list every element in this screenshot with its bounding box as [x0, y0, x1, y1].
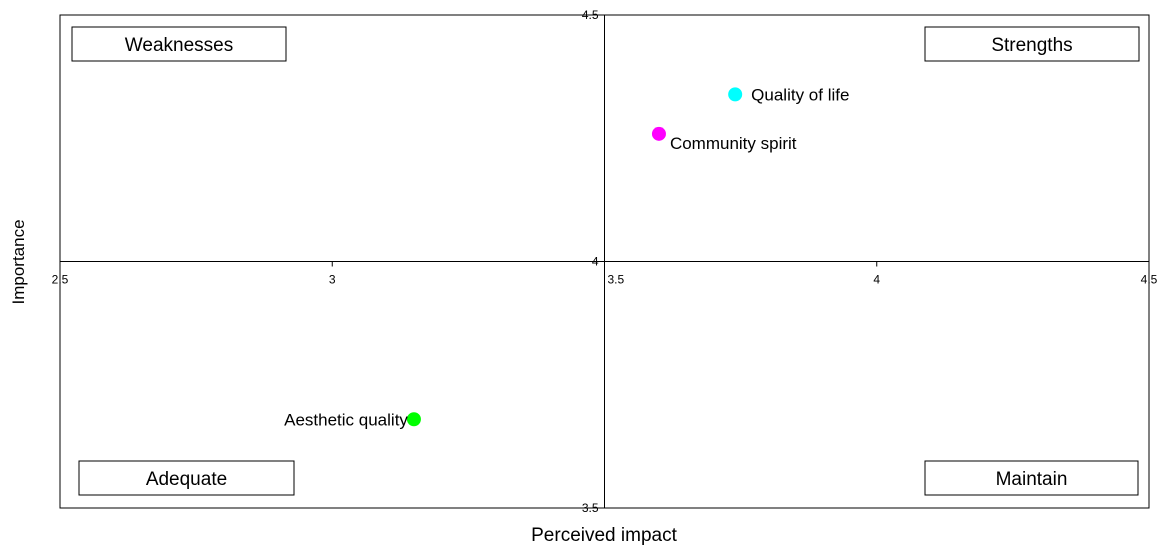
y-tick-label: 4.5 [582, 8, 599, 22]
quadrant-box-adequate [78, 460, 295, 496]
quadrant-label-weaknesses: Weaknesses [125, 35, 233, 56]
x-tick-label: 2.5 [52, 273, 69, 287]
x-tick-label: 3 [329, 273, 336, 287]
y-tick-label: 3.5 [582, 501, 599, 515]
quadrant-labels: Weaknesses Strengths Adequate Maintain [71, 26, 1140, 496]
y-tick-label: 4 [592, 255, 599, 269]
axes: 2.5 3 3.5 4 4.5 3.5 4 4.5 [52, 8, 1158, 515]
point-quality-of-life [728, 87, 743, 102]
point-label-quality-of-life: Quality of life [751, 85, 849, 104]
quadrant-label-adequate: Adequate [146, 469, 227, 490]
point-label-community-spirit: Community spirit [670, 134, 797, 153]
quadrant-box-weaknesses [71, 26, 287, 62]
x-tick-label: 4 [873, 273, 880, 287]
point-community-spirit [651, 126, 666, 141]
point-aesthetic-quality [406, 412, 421, 427]
data-points: Quality of life Community spirit Aesthetic… [284, 85, 849, 429]
x-axis-title: Perceived impact [531, 525, 677, 546]
quadrant-box-maintain [924, 460, 1139, 496]
quadrant-box-strengths [924, 26, 1140, 62]
x-tick-label: 4.5 [1141, 273, 1158, 287]
y-axis-title: Importance [9, 219, 28, 304]
x-tick-label: 3.5 [608, 273, 625, 287]
point-label-aesthetic-quality: Aesthetic quality [284, 410, 408, 429]
quadrant-label-maintain: Maintain [996, 469, 1068, 490]
quadrant-label-strengths: Strengths [991, 35, 1072, 56]
